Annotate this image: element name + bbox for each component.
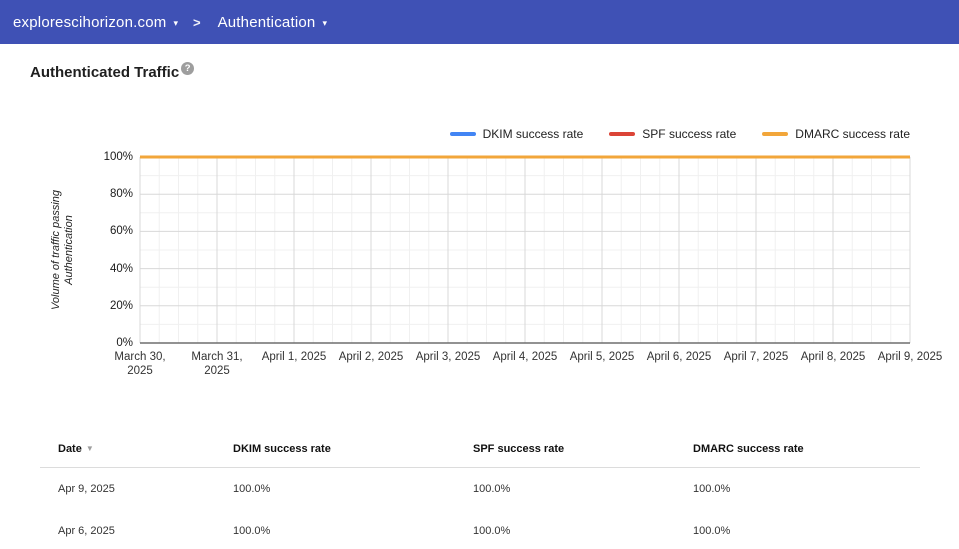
page-title: Authenticated Traffic bbox=[30, 64, 180, 81]
table-cell: 100.0% bbox=[233, 483, 271, 495]
authentication-table: Date ▼ DKIM success rate SPF success rate DM… bbox=[40, 437, 920, 549]
legend-item: SPF success rate bbox=[609, 127, 736, 141]
column-header-spf[interactable]: SPF success rate bbox=[473, 443, 565, 455]
x-axis-label: April 4, 2025 bbox=[492, 351, 558, 363]
x-axis-label: April 3, 2025 bbox=[415, 351, 481, 363]
legend-swatch-icon bbox=[449, 132, 476, 136]
table-cell: 100.0% bbox=[473, 483, 511, 495]
legend-item: DMARC success rate bbox=[762, 127, 910, 141]
x-axis-label: April 5, 2025 bbox=[569, 351, 635, 363]
legend-label: SPF success rate bbox=[642, 127, 737, 141]
sort-descending-icon: ▼ bbox=[85, 444, 94, 453]
table-cell: 100.0% bbox=[473, 525, 511, 537]
table-cell: Apr 6, 2025 bbox=[58, 525, 115, 537]
legend-item: DKIM success rate bbox=[449, 127, 584, 141]
x-axis-label: April 9, 2025 bbox=[877, 351, 943, 363]
x-axis-label: April 2, 2025 bbox=[338, 351, 404, 363]
x-axis-label: March 31, 2025 bbox=[191, 351, 243, 377]
legend-label: DMARC success rate bbox=[795, 127, 910, 141]
section-dropdown-label: Authentication bbox=[217, 13, 316, 31]
table-header-row: Date ▼ DKIM success rate SPF success rate DM… bbox=[40, 437, 920, 468]
table-row: Apr 6, 2025 100.0% 100.0% 100.0% bbox=[40, 510, 920, 549]
chart-canvas bbox=[139, 155, 911, 344]
table-row: Apr 9, 2025 100.0% 100.0% 100.0% bbox=[40, 468, 920, 510]
x-axis-label: April 8, 2025 bbox=[800, 351, 866, 363]
y-tick-label: 80% bbox=[109, 188, 133, 201]
table-cell: 100.0% bbox=[233, 525, 271, 537]
legend-swatch-icon bbox=[762, 132, 789, 136]
table-cell: 100.0% bbox=[693, 525, 731, 537]
table-body: Apr 9, 2025 100.0% 100.0% 100.0% Apr 6, 2025… bbox=[40, 468, 920, 549]
table-cell: Apr 9, 2025 bbox=[58, 483, 115, 495]
legend-label: DKIM success rate bbox=[482, 127, 584, 141]
chevron-down-icon: ▾ bbox=[173, 17, 178, 28]
column-header-dkim[interactable]: DKIM success rate bbox=[233, 443, 331, 455]
chart-legend: DKIM success rate SPF success rate DMARC s… bbox=[449, 127, 910, 141]
legend-swatch-icon bbox=[609, 132, 636, 136]
y-tick-label: 100% bbox=[103, 151, 133, 163]
y-tick-label: 0% bbox=[116, 337, 133, 349]
x-axis-label: March 30, 2025 bbox=[114, 351, 166, 377]
column-header-date[interactable]: Date ▼ bbox=[58, 443, 94, 455]
y-tick-label: 60% bbox=[109, 225, 133, 238]
help-icon[interactable]: ? bbox=[181, 62, 195, 75]
x-axis-label: April 6, 2025 bbox=[646, 351, 712, 363]
section-dropdown[interactable]: Authentication ▾ bbox=[218, 14, 327, 31]
domain-dropdown-label: explorescihorizon.com bbox=[13, 13, 167, 31]
column-header-dmarc[interactable]: DMARC success rate bbox=[693, 443, 804, 455]
chevron-down-icon: ▾ bbox=[322, 17, 327, 28]
page-title-row: Authenticated Traffic ? bbox=[30, 62, 195, 81]
table-cell: 100.0% bbox=[693, 483, 731, 495]
x-axis-label: April 1, 2025 bbox=[261, 351, 327, 363]
chart-plot-area bbox=[139, 155, 911, 344]
domain-dropdown[interactable]: explorescihorizon.com ▾ bbox=[13, 14, 178, 31]
top-navigation-bar: explorescihorizon.com ▾ > Authentication… bbox=[0, 0, 959, 44]
breadcrumb-separator-icon: > bbox=[192, 14, 201, 30]
x-axis-label: April 7, 2025 bbox=[723, 351, 789, 363]
y-tick-label: 20% bbox=[109, 299, 133, 312]
y-tick-label: 40% bbox=[109, 262, 133, 275]
